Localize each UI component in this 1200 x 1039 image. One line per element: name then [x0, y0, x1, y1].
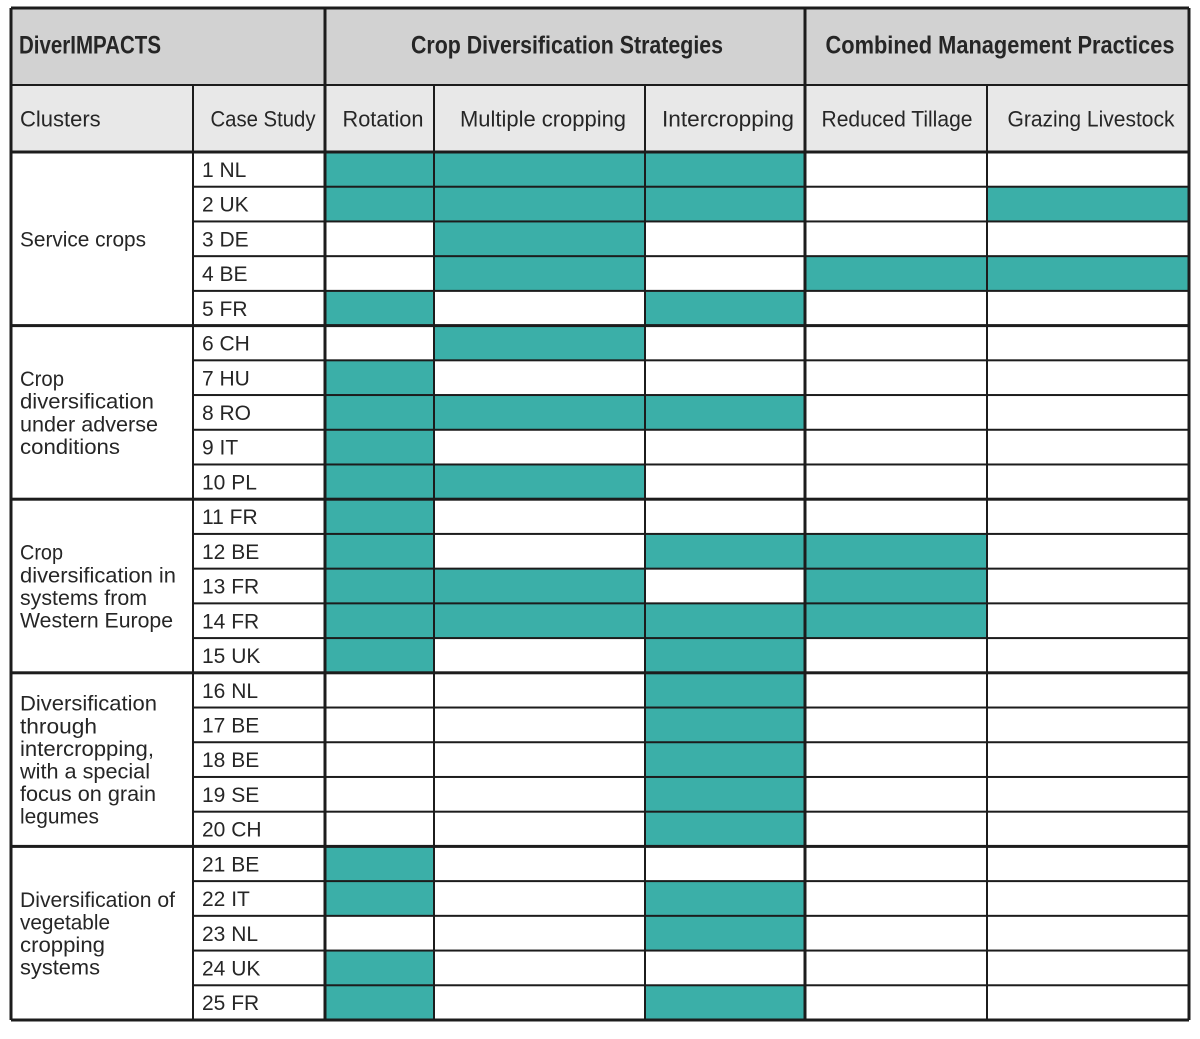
svg-text:25 FR: 25 FR — [202, 992, 259, 1015]
svg-text:8 RO: 8 RO — [202, 402, 251, 425]
svg-text:19 SE: 19 SE — [202, 784, 259, 807]
svg-text:4 BE: 4 BE — [202, 263, 248, 286]
svg-text:5 FR: 5 FR — [202, 298, 248, 321]
svg-text:9 IT: 9 IT — [202, 437, 238, 460]
svg-text:diversification in: diversification in — [20, 564, 176, 587]
svg-text:16 NL: 16 NL — [202, 680, 258, 703]
svg-text:Combined Management Practices: Combined Management Practices — [826, 32, 1175, 60]
svg-text:DiverIMPACTS: DiverIMPACTS — [19, 32, 161, 60]
svg-text:2 UK: 2 UK — [202, 194, 249, 217]
svg-text:21 BE: 21 BE — [202, 853, 259, 876]
svg-text:Western Europe: Western Europe — [20, 610, 173, 633]
svg-text:vegetable: vegetable — [20, 912, 110, 935]
svg-text:6 CH: 6 CH — [202, 333, 250, 356]
svg-text:Grazing Livestock: Grazing Livestock — [1008, 107, 1176, 132]
svg-text:7 HU: 7 HU — [202, 367, 250, 390]
svg-text:Rotation: Rotation — [343, 107, 424, 132]
svg-text:Reduced Tillage: Reduced Tillage — [822, 107, 973, 132]
svg-text:20 CH: 20 CH — [202, 819, 262, 842]
svg-text:15 UK: 15 UK — [202, 645, 260, 668]
svg-text:under adverse: under adverse — [20, 413, 158, 436]
svg-text:intercropping,: intercropping, — [20, 738, 154, 761]
svg-text:10 PL: 10 PL — [202, 471, 257, 494]
svg-text:Diversification of: Diversification of — [20, 889, 175, 912]
svg-text:legumes: legumes — [20, 806, 99, 829]
svg-text:focus on grain: focus on grain — [20, 783, 156, 806]
svg-text:3 DE: 3 DE — [202, 228, 249, 251]
svg-text:Crop Diversification Strategie: Crop Diversification Strategies — [411, 32, 723, 60]
svg-text:cropping: cropping — [20, 934, 105, 957]
svg-text:23 NL: 23 NL — [202, 923, 258, 946]
svg-text:Intercropping: Intercropping — [662, 107, 794, 132]
svg-text:systems from: systems from — [20, 587, 147, 610]
svg-text:Service crops: Service crops — [20, 228, 146, 251]
svg-text:Multiple cropping: Multiple cropping — [460, 107, 626, 132]
svg-text:Case Study: Case Study — [211, 107, 316, 132]
svg-text:24 UK: 24 UK — [202, 958, 260, 981]
svg-text:conditions: conditions — [20, 436, 120, 459]
svg-text:through: through — [20, 715, 97, 738]
svg-text:13 FR: 13 FR — [202, 576, 259, 599]
svg-text:Crop: Crop — [20, 542, 63, 565]
svg-text:with a special: with a special — [19, 761, 150, 784]
svg-text:22 IT: 22 IT — [202, 888, 250, 911]
svg-text:18 BE: 18 BE — [202, 749, 259, 772]
svg-text:Crop: Crop — [20, 368, 64, 391]
svg-text:diversification: diversification — [20, 391, 154, 414]
svg-text:11 FR: 11 FR — [202, 506, 258, 529]
svg-text:12 BE: 12 BE — [202, 541, 259, 564]
svg-text:systems: systems — [20, 957, 100, 980]
svg-text:1 NL: 1 NL — [202, 159, 246, 182]
svg-text:17 BE: 17 BE — [202, 714, 259, 737]
svg-text:Clusters: Clusters — [20, 107, 101, 132]
svg-text:Diversification: Diversification — [20, 693, 157, 716]
svg-text:14 FR: 14 FR — [202, 610, 259, 633]
